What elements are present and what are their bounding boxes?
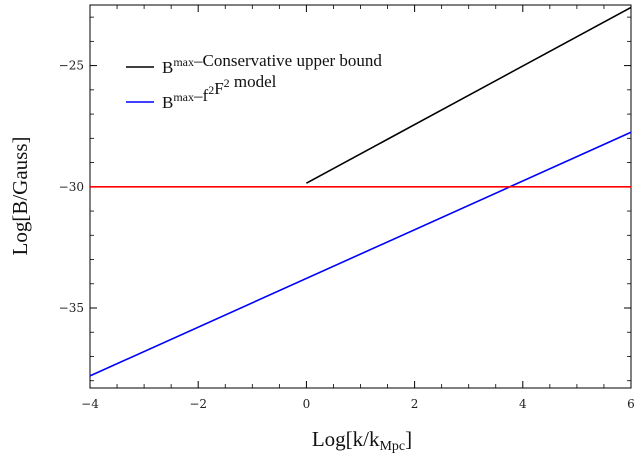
y-tick-label: −25 <box>59 59 84 73</box>
axis-ticks: −4 −2 0 2 4 6 −25 −30 −35 <box>59 5 635 411</box>
x-tick-label: 2 <box>411 397 419 411</box>
x-tick-label: 6 <box>627 397 635 411</box>
y-axis-label: Log[B/Gauss] <box>8 137 32 256</box>
y-tick-label: −30 <box>59 180 84 194</box>
y-tick-label: −35 <box>59 301 84 315</box>
legend-label: Bmax–Conservative upper bound <box>162 51 382 77</box>
series-group <box>89 6 632 377</box>
x-tick-label: 0 <box>303 397 311 411</box>
series-f2F2-model-line <box>89 131 632 377</box>
x-axis-label: Log[k/kMpc] <box>312 427 412 454</box>
legend-label: Bmax–f2F2 model <box>162 72 277 112</box>
x-tick-label: 4 <box>519 397 527 411</box>
series-conservative-bound-line <box>306 6 632 184</box>
x-tick-label: −4 <box>81 397 99 411</box>
x-tick-label: −2 <box>189 397 207 411</box>
